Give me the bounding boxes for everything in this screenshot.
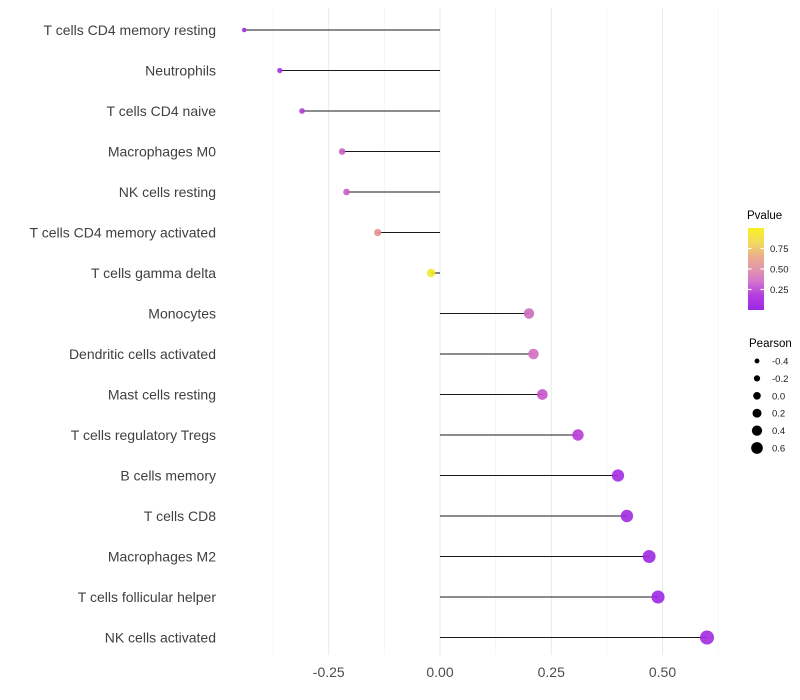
lollipop-dot (299, 108, 305, 114)
lollipop-dot (343, 188, 350, 196)
x-tick-label: -0.25 (313, 664, 345, 680)
category-label: NK cells activated (105, 630, 216, 646)
lollipop-row: T cells CD4 memory activated (30, 225, 440, 241)
pearson-legend-dot (754, 358, 760, 364)
category-label: T cells CD4 memory activated (30, 225, 216, 241)
lollipop-row: Mast cells resting (108, 387, 548, 403)
lollipop-row: Macrophages M2 (108, 549, 656, 565)
lollipop-row: Dendritic cells activated (69, 346, 539, 362)
category-label: Dendritic cells activated (69, 346, 216, 362)
lollipop-row: T cells follicular helper (78, 589, 665, 605)
lollipop-dot (528, 348, 539, 360)
lollipop-row: T cells CD4 naive (107, 103, 440, 119)
grid-layer (272, 8, 719, 655)
lollipop-dot (572, 429, 584, 441)
pearson-legend-label: -0.2 (772, 374, 788, 385)
category-label: T cells CD4 memory resting (44, 22, 216, 38)
pearson-legend-label: 0.6 (772, 444, 785, 455)
lollipop-dot (620, 509, 634, 523)
lollipop-dot (338, 148, 346, 155)
category-label: Neutrophils (145, 63, 216, 79)
pearson-legend-label: 0.4 (772, 426, 785, 437)
x-axis: -0.25 0.00 0.25 0.50 (313, 664, 677, 680)
x-tick-label: 0.00 (426, 664, 453, 680)
pearson-legend-label: -0.4 (772, 357, 788, 368)
category-label: Mast cells resting (108, 387, 216, 403)
pvalue-tick-label: 0.75 (770, 244, 789, 255)
lollipop-row: NK cells activated (105, 630, 715, 646)
lollipop-row: T cells gamma delta (91, 265, 440, 281)
pearson-legend-label: 0.0 (772, 391, 785, 402)
pearson-legend-dot (753, 392, 761, 400)
lollipop-dot (523, 308, 535, 319)
category-label: Monocytes (148, 306, 216, 322)
pvalue-gradient-bar (748, 228, 764, 310)
lollipop-row: Monocytes (148, 306, 535, 322)
pearson-legend-dot (751, 425, 763, 436)
lollipop-dot (536, 389, 548, 400)
category-label: NK cells resting (119, 184, 216, 200)
lollipop-row: B cells memory (120, 468, 625, 484)
lollipop-dot (374, 228, 382, 237)
rows-layer: T cells CD4 memory resting Neutrophils T c… (30, 22, 715, 646)
lollipop-dot (651, 590, 665, 604)
lollipop-dot (611, 469, 625, 482)
category-label: B cells memory (120, 468, 216, 484)
lollipop-row: T cells CD8 (144, 508, 634, 524)
lollipop-dot (426, 268, 436, 278)
pearson-legend-dot (751, 442, 763, 454)
lollipop-dot (699, 630, 715, 645)
x-tick-label: 0.25 (538, 664, 565, 680)
lollipop-row: Neutrophils (145, 63, 440, 79)
pvalue-tick-label: 0.25 (770, 285, 789, 296)
lollipop-row: T cells regulatory Tregs (71, 427, 584, 443)
lollipop-row: T cells CD4 memory resting (44, 22, 440, 38)
category-label: Macrophages M2 (108, 549, 216, 565)
lollipop-dot (642, 550, 656, 563)
lollipop-dot (277, 67, 283, 74)
x-tick-label: 0.50 (649, 664, 676, 680)
lollipop-row: Macrophages M0 (108, 144, 440, 160)
category-label: T cells regulatory Tregs (71, 427, 216, 443)
category-label: T cells follicular helper (78, 589, 217, 605)
category-label: Macrophages M0 (108, 144, 216, 160)
category-label: T cells CD8 (144, 508, 216, 524)
pearson-legend-dot (752, 408, 762, 418)
pearson-legend-dot (753, 375, 761, 382)
pearson-legend-label: 0.2 (772, 409, 785, 420)
legend-panel: Pvalue Pearson 0.75 0.50 0.25 -0.4 -0.2 0.0 0.… (747, 210, 792, 455)
pvalue-tick-label: 0.50 (770, 265, 789, 276)
lollipop-dot (241, 27, 247, 33)
pvalue-legend-title: Pvalue (747, 210, 782, 222)
pearson-legend-title: Pearson (749, 338, 792, 350)
lollipop-row: NK cells resting (119, 184, 440, 200)
category-label: T cells CD4 naive (107, 103, 217, 119)
category-label: T cells gamma delta (91, 265, 216, 281)
